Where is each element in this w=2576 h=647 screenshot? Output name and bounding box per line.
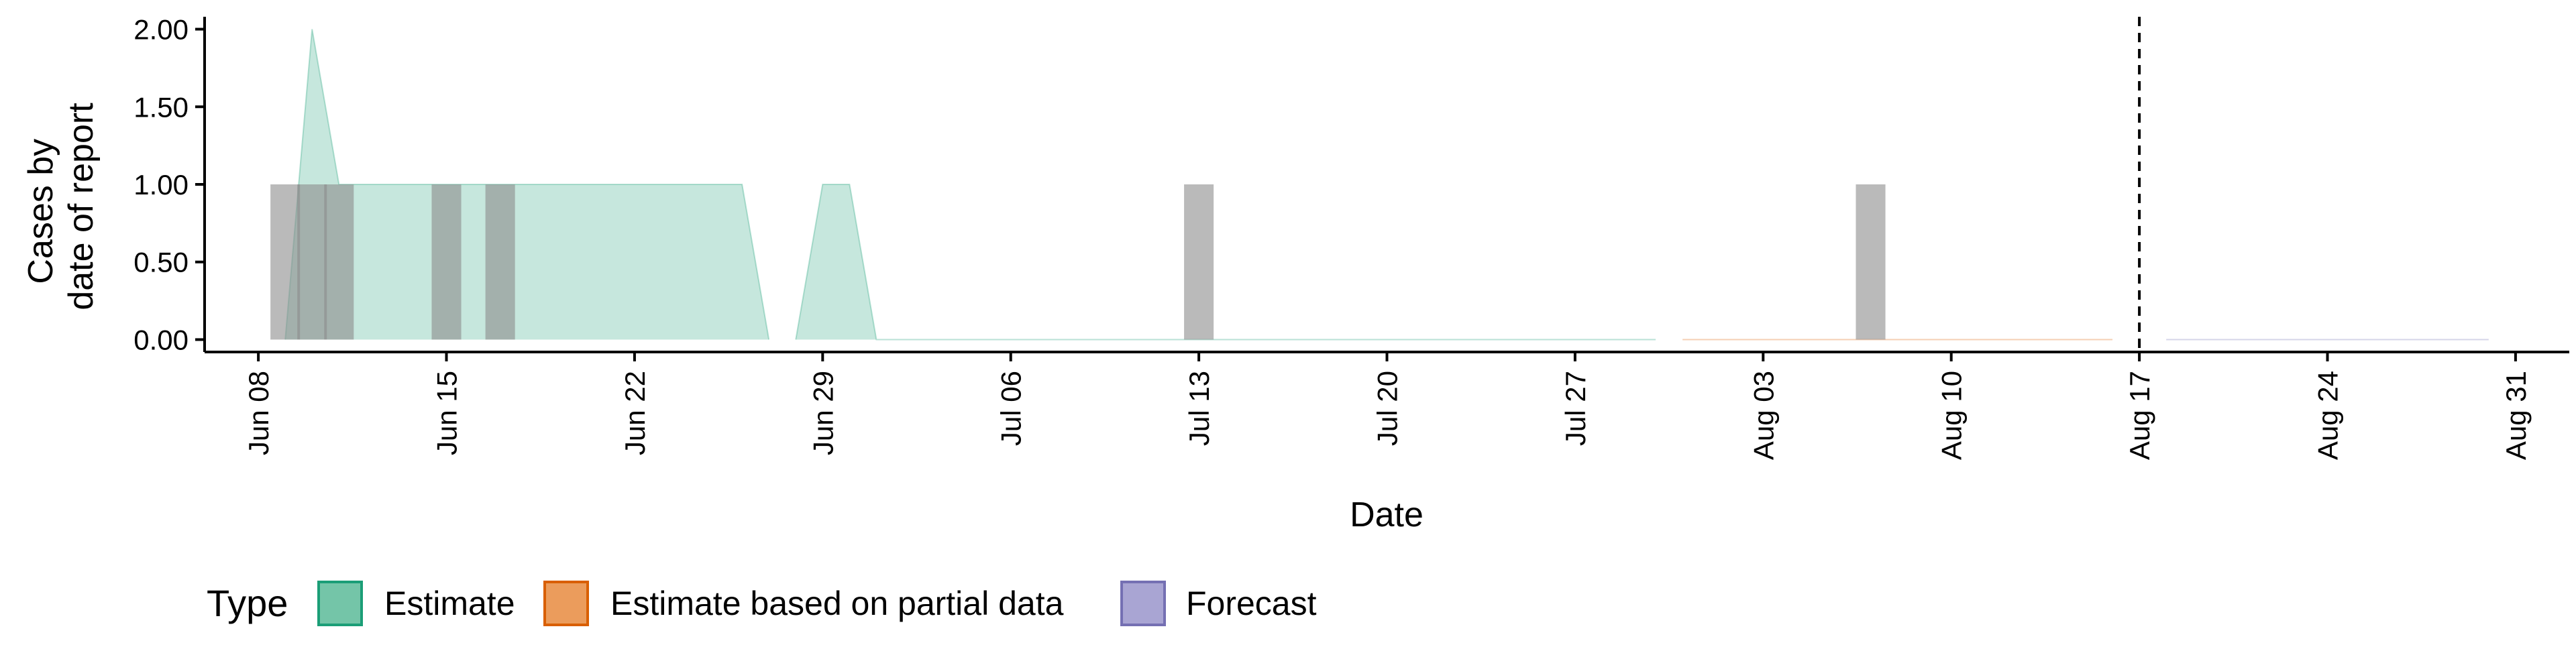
x-tick-label-4: Jul 06 (996, 371, 1027, 446)
x-tick-label-0: Jun 08 (243, 371, 274, 455)
line-estimate-1 (795, 184, 1656, 341)
y-tick-label-0: 0.00 (133, 324, 189, 355)
legend: Type Estimate Estimate based on partial … (207, 581, 1317, 626)
legend-label-forecast: Forecast (1186, 585, 1317, 622)
y-axis-title-line-1: Cases by (21, 139, 60, 284)
x-tick-label-2: Jun 22 (619, 371, 651, 455)
y-tick-label-3: 1.50 (133, 91, 189, 123)
area-estimate-0 (285, 29, 769, 340)
x-tick-label-10: Aug 17 (2124, 371, 2155, 460)
y-axis: 0.00 0.50 1.00 1.50 2.00 (133, 14, 206, 355)
legend-label-estimate-partial: Estimate based on partial data (610, 585, 1064, 622)
x-tick-label-3: Jun 29 (807, 371, 839, 455)
x-tick-label-9: Aug 10 (1936, 371, 1968, 460)
y-tick-label-2: 1.00 (133, 169, 189, 200)
legend-key-estimate-partial (543, 581, 589, 626)
x-tick-label-12: Aug 31 (2500, 371, 2532, 460)
x-axis-title: Date (1350, 495, 1424, 534)
x-tick-label-11: Aug 24 (2312, 371, 2343, 460)
reported-case-bar-3 (431, 184, 462, 340)
reported-case-bar-2 (324, 184, 354, 340)
reported-case-bar-0 (270, 184, 301, 340)
y-tick-label-4: 2.00 (133, 14, 189, 46)
y-axis-title: Cases by date of report (21, 103, 101, 310)
x-tick-label-6: Jul 20 (1372, 371, 1403, 446)
reported-case-bar-1 (297, 184, 327, 340)
area-estimate-1 (796, 184, 1656, 340)
y-tick-label-1: 0.50 (133, 247, 189, 278)
legend-key-forecast (1120, 581, 1166, 626)
y-axis-title-line-2: date of report (62, 103, 101, 310)
reported-case-bar-5 (1184, 184, 1214, 340)
x-tick-label-7: Jul 27 (1560, 371, 1591, 446)
x-axis: Jun 08 Jun 15 Jun 22 Jun 29 Jul 06 Jul 13 Jul … (205, 351, 2569, 460)
legend-title: Type (207, 582, 288, 624)
legend-label-estimate: Estimate (384, 585, 515, 622)
reported-case-bar-6 (1856, 184, 1886, 340)
legend-key-estimate (317, 581, 363, 626)
plot-area (270, 17, 2489, 352)
x-tick-label-5: Jul 13 (1183, 371, 1215, 446)
x-tick-label-1: Jun 15 (431, 371, 463, 455)
x-tick-label-8: Aug 03 (1748, 371, 1779, 460)
reported-case-bar-4 (485, 184, 515, 340)
